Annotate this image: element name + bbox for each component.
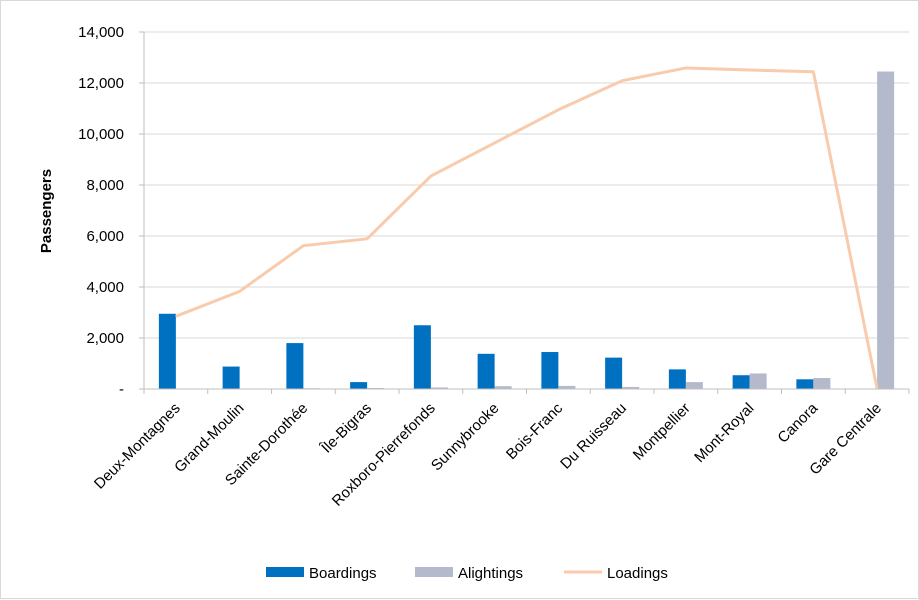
bar-boardings: [478, 354, 495, 389]
bar-boardings: [733, 375, 750, 389]
bar-boardings: [605, 358, 622, 389]
bar-boardings: [414, 325, 431, 389]
loadings-point: [239, 291, 240, 292]
loadings-point: [430, 176, 431, 177]
legend: Boardings Alightings Loadings: [266, 565, 668, 582]
bar-boardings: [541, 352, 558, 389]
x-tick-label: Mont-Royal: [691, 400, 757, 466]
x-tick-label: Montpellier: [630, 400, 694, 464]
legend-swatch-boardings: [266, 567, 304, 577]
loadings-point: [622, 80, 623, 81]
x-axis: Deux-MontagnesGrand-MoulinSainte-Dorothé…: [91, 389, 909, 510]
bar-alightings: [877, 72, 894, 389]
bars: [159, 72, 894, 389]
loadings-point: [685, 67, 686, 68]
loadings-point: [494, 142, 495, 143]
bar-alightings: [813, 378, 830, 389]
y-tick-label: 6,000: [86, 228, 124, 245]
loadings-point: [303, 245, 304, 246]
y-axis: - 2,000 4,000 6,000 8,000 10,000 12,000 14,000: [78, 24, 144, 398]
loadings-point: [749, 69, 750, 70]
bar-boardings: [669, 369, 686, 389]
x-tick-label: Du Ruisseau: [557, 400, 630, 473]
bar-boardings: [796, 379, 813, 389]
loadings-point: [558, 109, 559, 110]
x-tick-label: Sunnybrooke: [428, 400, 503, 475]
loadings-point: [175, 316, 176, 317]
bar-boardings: [159, 314, 176, 389]
legend-label-boardings: Boardings: [309, 565, 377, 582]
loadings-line-layer: [175, 67, 877, 389]
x-tick-label: Bois-Franc: [503, 399, 567, 463]
bar-boardings: [286, 343, 303, 389]
loadings-line: [176, 68, 877, 389]
y-tick-label: -: [119, 381, 124, 398]
legend-label-loadings: Loadings: [607, 565, 668, 582]
loadings-point: [813, 71, 814, 72]
legend-swatch-alightings: [415, 567, 453, 577]
y-tick-label: 4,000: [86, 279, 124, 296]
bar-boardings: [223, 367, 240, 389]
x-tick-label: Canora: [774, 399, 821, 446]
loadings-point: [367, 238, 368, 239]
legend-label-alightings: Alightings: [458, 565, 523, 582]
bar-alightings: [750, 373, 767, 389]
x-tick-label: Île-Bigras: [317, 400, 375, 458]
bar-alightings: [686, 382, 703, 389]
y-tick-label: 12,000: [78, 75, 124, 92]
y-tick-label: 14,000: [78, 24, 124, 41]
bar-boardings: [350, 382, 367, 389]
y-tick-label: 10,000: [78, 126, 124, 143]
y-tick-label: 8,000: [86, 177, 124, 194]
x-tick-label: Deux-Montagnes: [91, 400, 184, 493]
y-axis-title: Passengers: [38, 169, 55, 253]
gridlines: [144, 32, 909, 338]
y-tick-label: 2,000: [86, 330, 124, 347]
